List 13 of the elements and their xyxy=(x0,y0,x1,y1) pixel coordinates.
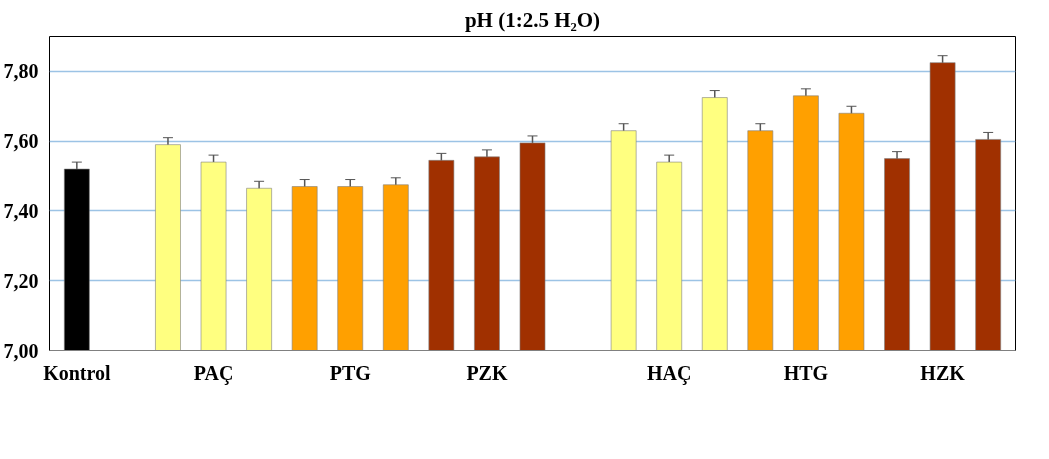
x-tick-label: HTG xyxy=(783,361,829,384)
x-tick-label: Kontrol xyxy=(43,361,111,384)
x-tick-label: PZK xyxy=(466,361,508,384)
y-tick-label: 7,00 xyxy=(3,339,39,362)
x-tick-label: PTG xyxy=(329,361,372,384)
y-tick-label: 7,60 xyxy=(3,130,39,153)
y-tick-label: 7,40 xyxy=(3,199,39,222)
x-tick-label: PAÇ xyxy=(193,361,234,385)
chart-title: pH (1:2.5 H₂O) xyxy=(464,7,601,32)
x-tick-label: HAÇ xyxy=(646,361,692,385)
y-tick-label: 7,20 xyxy=(3,269,39,292)
y-tick-label: 7,80 xyxy=(3,60,39,83)
x-tick-label: HZK xyxy=(920,361,966,384)
